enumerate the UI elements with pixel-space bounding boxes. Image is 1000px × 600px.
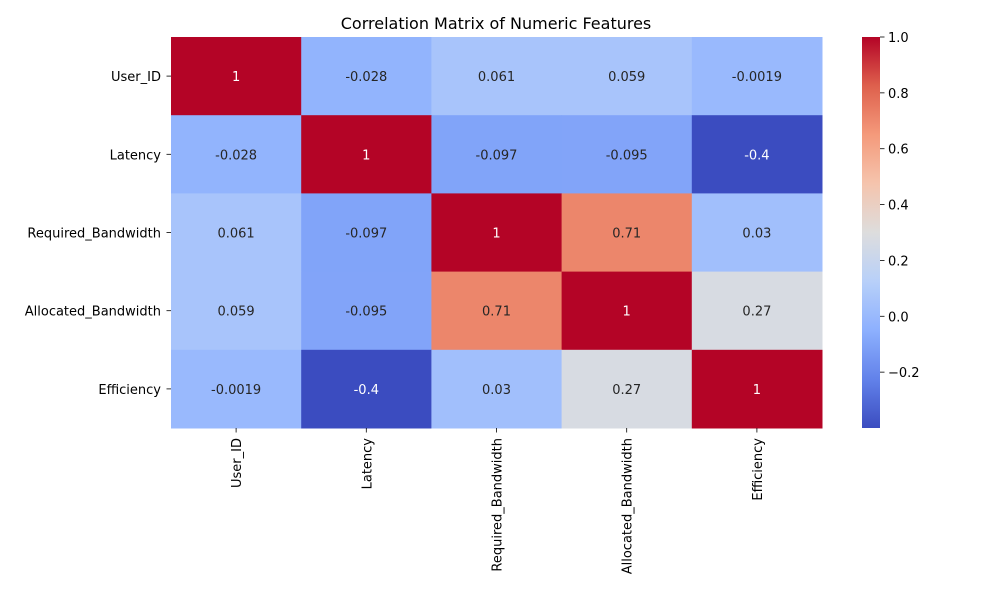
heatmap-cell-label-r4-c3: 0.27 [612,383,641,398]
heatmap-cell-r2-c4 [691,193,823,273]
heatmap-cell-r4-c0 [171,349,302,429]
heatmap-cell-label-r1-c4: -0.4 [744,148,769,163]
x-tick-label-1: Latency [360,438,375,490]
colorbar-tick-label-4: 0.6 [888,143,909,158]
heatmap-cell-label-r1-c2: -0.097 [476,148,518,163]
heatmap-cell-label-r0-c1: -0.028 [345,70,387,85]
heatmap-cell-r0-c1 [301,37,432,116]
heatmap-cell-r1-c4 [691,115,823,194]
x-tick-label-2: Required_Bandwidth [491,438,506,572]
heatmap-cell-label-r0-c4: -0.0019 [732,70,782,85]
y-tick-label-0: User_ID [111,70,161,85]
heatmap-cell-r3-c1 [301,271,432,351]
colorbar-tick-label-5: 0.8 [888,87,909,102]
chart-title: Correlation Matrix of Numeric Features [341,14,652,33]
colorbar [862,37,880,428]
heatmap-cell-label-r1-c0: -0.028 [215,148,257,163]
heatmap-cell-r0-c4 [691,37,823,116]
heatmap-cell-label-r1-c3: -0.095 [606,148,648,163]
colorbar-tick-label-0: −0.2 [888,366,920,381]
heatmap-cell-r3-c0 [171,271,302,351]
heatmap-cell-r2-c2 [431,193,563,273]
x-tick-label-0: User_ID [230,438,245,488]
heatmap-cell-r0-c0 [171,37,302,116]
heatmap-cell-label-r0-c2: 0.061 [478,70,515,85]
heatmap-cell-label-r1-c1: 1 [362,148,370,163]
heatmap-cell-label-r0-c3: 0.059 [608,70,645,85]
heatmap-cell-r1-c2 [431,115,563,194]
x-axis-ticks: User_ID Latency Required_Bandwidth Allocate… [230,428,766,574]
x-tick-label-3: Allocated_Bandwidth [621,438,636,574]
heatmap-cell-label-r2-c3: 0.71 [612,227,641,242]
heatmap-cell-r2-c0 [171,193,302,273]
heatmap-cell-r3-c2 [431,271,563,351]
heatmap-cell-label-r4-c1: -0.4 [354,383,379,398]
colorbar-ticks: −0.2 0.0 0.2 0.4 0.6 0.8 1.0 [880,31,920,381]
heatmap-cells [171,37,823,429]
heatmap-cell-r4-c1 [301,349,432,429]
heatmap-cell-label-r3-c4: 0.27 [742,305,771,320]
heatmap-cell-label-r4-c0: -0.0019 [211,383,261,398]
x-tick-label-4: Efficiency [751,438,766,501]
heatmap-cell-label-r2-c4: 0.03 [742,227,771,242]
colorbar-tick-label-2: 0.2 [888,254,909,269]
colorbar-tick-label-6: 1.0 [888,31,909,46]
y-tick-label-1: Latency [110,148,162,163]
heatmap-cell-r3-c3 [561,271,693,351]
heatmap-cell-r4-c4 [691,349,823,429]
heatmap-cell-label-r2-c1: -0.097 [345,227,387,242]
colorbar-tick-label-1: 0.0 [888,310,909,325]
heatmap-cell-r0-c3 [561,37,693,116]
heatmap-cell-r4-c3 [561,349,693,429]
heatmap-cell-label-r0-c0: 1 [232,70,240,85]
heatmap-cell-label-r2-c0: 0.061 [217,227,254,242]
y-tick-label-3: Allocated_Bandwidth [25,305,161,320]
heatmap-cell-label-r2-c2: 1 [492,227,500,242]
heatmap-cell-labels: 1 -0.028 0.061 0.059 -0.0019 -0.028 1 -0.097 -0.… [211,70,782,398]
heatmap-cell-r0-c2 [431,37,563,116]
heatmap-cell-label-r4-c4: 1 [753,383,761,398]
heatmap-cell-r1-c3 [561,115,693,194]
heatmap-cell-r3-c4 [691,271,823,351]
heatmap-cell-r2-c3 [561,193,693,273]
heatmap-cell-label-r3-c0: 0.059 [217,305,254,320]
heatmap-cell-label-r3-c2: 0.71 [482,305,511,320]
heatmap-cell-r4-c2 [431,349,563,429]
y-axis-ticks: User_ID Latency Required_Bandwidth Allocate… [25,70,171,398]
y-tick-label-4: Efficiency [98,383,161,398]
heatmap-cell-label-r4-c2: 0.03 [482,383,511,398]
colorbar-tick-label-3: 0.4 [888,199,909,214]
heatmap-cell-r1-c0 [171,115,302,194]
heatmap-cell-label-r3-c3: 1 [623,305,631,320]
heatmap-cell-label-r3-c1: -0.095 [345,305,387,320]
heatmap-cell-r1-c1 [301,115,432,194]
y-tick-label-2: Required_Bandwidth [27,227,161,242]
heatmap-cell-r2-c1 [301,193,432,273]
